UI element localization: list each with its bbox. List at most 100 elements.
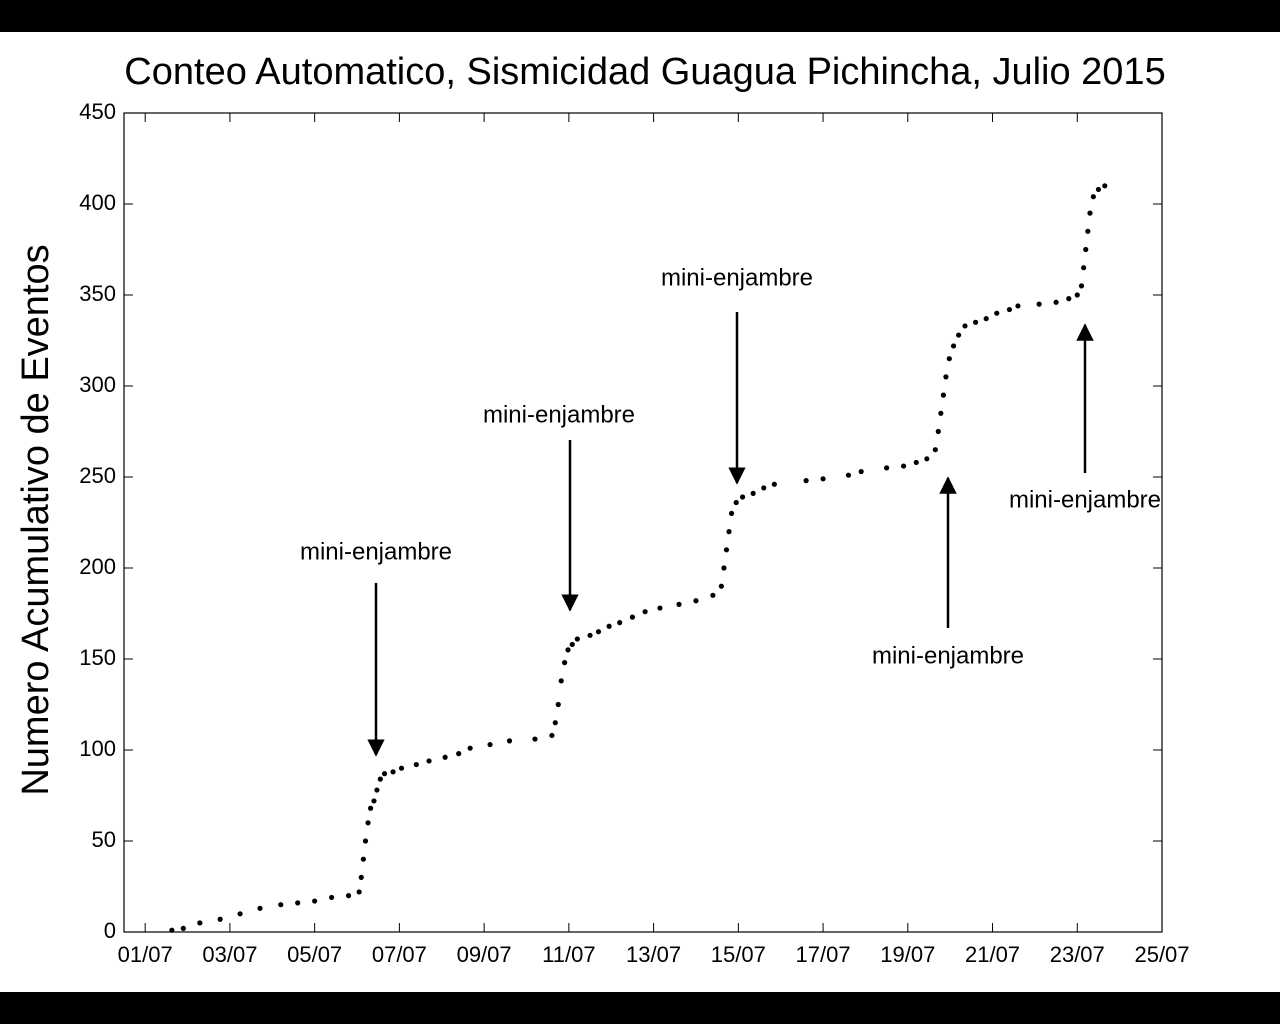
y-tick-label: 450 — [79, 99, 116, 124]
point — [356, 889, 362, 895]
point — [371, 798, 377, 804]
point — [467, 745, 473, 751]
point — [217, 916, 223, 922]
point — [721, 565, 727, 571]
point — [1006, 306, 1013, 313]
point — [946, 356, 952, 362]
point — [549, 732, 555, 739]
point — [169, 927, 175, 933]
x-tick-label: 03/07 — [202, 942, 257, 967]
point — [552, 720, 558, 726]
chart-title: Conteo Automatico, Sismicidad Guagua Pic… — [124, 51, 1165, 93]
point — [726, 529, 732, 535]
point — [845, 472, 852, 478]
point — [1081, 265, 1087, 271]
annotation: mini-enjambre — [661, 264, 813, 291]
point — [884, 465, 890, 471]
point — [994, 310, 1000, 316]
point — [374, 787, 380, 793]
annotations: mini-enjambre mini-enjambre mini-enjambr… — [300, 264, 1161, 757]
point — [390, 769, 396, 775]
point — [858, 468, 864, 475]
y-tick-label: 50 — [92, 827, 116, 852]
point — [935, 428, 941, 435]
point — [1053, 299, 1059, 305]
point — [913, 459, 919, 466]
point — [329, 894, 335, 901]
point — [257, 905, 263, 911]
point — [972, 319, 979, 325]
point — [820, 476, 826, 482]
point — [555, 701, 561, 708]
point — [728, 510, 735, 516]
point — [295, 900, 301, 906]
point — [1087, 210, 1093, 216]
point — [358, 874, 364, 881]
point — [398, 765, 405, 771]
x-tick-label: 11/07 — [542, 942, 595, 967]
plot-frame — [123, 112, 1163, 933]
point — [381, 771, 388, 777]
point — [487, 741, 493, 748]
point — [426, 758, 432, 764]
point — [197, 920, 203, 926]
x-tick-label: 25/07 — [1134, 942, 1189, 967]
point — [413, 761, 419, 768]
x-tick-label: 17/07 — [796, 942, 851, 967]
point — [595, 629, 602, 635]
point — [345, 893, 352, 899]
point — [532, 736, 538, 742]
point — [1090, 194, 1096, 200]
point — [365, 820, 371, 826]
point — [1015, 303, 1021, 309]
annotation: mini-enjambre — [300, 538, 452, 565]
y-tick-label: 0 — [104, 918, 116, 943]
point — [733, 499, 739, 506]
point — [950, 343, 957, 349]
point — [558, 678, 564, 684]
y-tick-label: 350 — [79, 281, 116, 306]
point — [362, 838, 369, 844]
point — [377, 776, 383, 782]
point — [180, 925, 186, 931]
y-tick-label: 400 — [79, 190, 116, 215]
point — [723, 547, 730, 553]
point — [710, 592, 716, 598]
point — [943, 374, 949, 380]
point — [940, 392, 946, 398]
x-tick-label: 13/07 — [626, 942, 681, 967]
x-tick-label: 19/07 — [880, 942, 935, 967]
point — [938, 410, 944, 416]
x-tick-label: 05/07 — [287, 942, 342, 967]
point — [657, 605, 663, 611]
point — [617, 620, 623, 626]
x-tick-label: 15/07 — [711, 942, 766, 967]
point — [956, 332, 962, 338]
point — [739, 494, 746, 500]
point — [924, 456, 930, 462]
point — [367, 805, 374, 811]
point — [606, 623, 612, 629]
point — [506, 738, 513, 744]
point — [1074, 292, 1080, 298]
point — [962, 323, 968, 329]
point — [932, 447, 938, 453]
y-tick-label: 300 — [79, 372, 116, 397]
annotation: mini-enjambre — [872, 642, 1024, 669]
point — [676, 601, 682, 608]
bottom-bar — [0, 992, 1280, 1024]
annotation: mini-enjambre — [1009, 486, 1161, 513]
y-tick-label: 200 — [79, 554, 116, 579]
y-tick-label: 250 — [79, 463, 116, 488]
point — [718, 583, 724, 589]
y-tick-label: 150 — [79, 645, 116, 670]
x-tick-label: 07/07 — [372, 942, 427, 967]
point — [1095, 186, 1102, 193]
point — [1078, 283, 1085, 289]
annotation: mini-enjambre — [483, 401, 635, 428]
point — [587, 632, 593, 638]
point — [761, 485, 767, 491]
point — [750, 490, 756, 496]
